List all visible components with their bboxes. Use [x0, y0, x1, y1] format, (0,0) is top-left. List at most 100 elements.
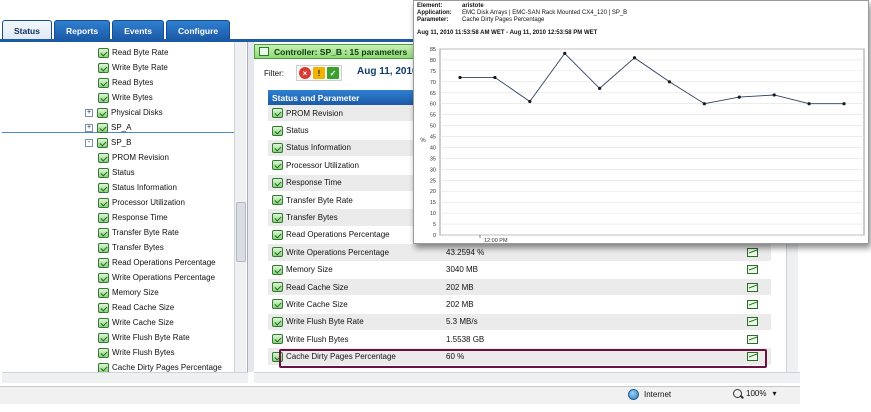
tree-item[interactable]: Read Bytes	[98, 75, 153, 90]
zone-indicator: Internet	[628, 389, 671, 400]
chart-icon[interactable]	[746, 334, 758, 344]
panel-splitter[interactable]	[248, 42, 254, 372]
table-row[interactable]: Read Cache Size 202 MB	[268, 278, 771, 297]
navigation-tree: Read Byte Rate Write Byte Rate Read Bytes W…	[2, 42, 248, 372]
tree-item[interactable]: Status	[98, 165, 135, 180]
graph-cell	[736, 299, 768, 309]
tab-configure[interactable]: Configure	[165, 20, 231, 40]
tree-item-label: PROM Revision	[112, 153, 169, 162]
x-tick-label: 12:00 PM	[484, 238, 508, 244]
tree-item[interactable]: Write Flush Byte Rate	[98, 330, 190, 345]
status-ok-icon	[98, 62, 109, 73]
status-bar: Internet 100% ▾	[0, 386, 800, 404]
scroll-thumb[interactable]	[236, 202, 246, 262]
tab-reports[interactable]: Reports	[53, 20, 111, 40]
y-tick-label: 35	[430, 156, 436, 162]
tree-item[interactable]: - SP_B	[85, 135, 131, 150]
tab-status[interactable]: Status	[2, 20, 52, 40]
ok-filter-icon[interactable]: ✓	[327, 67, 339, 79]
parameter-name: Write Flush Bytes	[286, 334, 349, 344]
expand-icon[interactable]: +	[85, 123, 93, 132]
parameter-name: Status	[286, 126, 309, 136]
element-value: aristote	[462, 3, 484, 9]
table-row[interactable]: Write Operations Percentage 43.2594 %	[268, 244, 771, 262]
parameter-name: Read Operations Percentage	[286, 230, 390, 240]
parameter-name: Memory Size	[286, 265, 333, 275]
parameter-name-cell: Write Cache Size	[268, 299, 446, 310]
tree-item[interactable]: Read Operations Percentage	[98, 255, 216, 270]
parameter-key: Parameter:	[417, 17, 449, 23]
tree-item[interactable]: Transfer Byte Rate	[98, 225, 179, 240]
graph-cell	[736, 334, 768, 344]
chart-icon[interactable]	[746, 317, 758, 327]
y-axis-label: %	[420, 138, 426, 144]
table-row[interactable]: Memory Size 3040 MB	[268, 261, 771, 279]
main-scrollbar-horizontal[interactable]	[254, 372, 800, 383]
tree-item-label: Write Operations Percentage	[112, 273, 216, 282]
status-ok-icon	[272, 195, 283, 206]
tree-item[interactable]: PROM Revision	[98, 150, 169, 165]
chart-icon[interactable]	[746, 247, 758, 257]
tree-item-label: Read Bytes	[112, 78, 154, 87]
parameter-name-cell: Status	[268, 125, 446, 136]
application-key: Application:	[417, 10, 452, 16]
tree-item-label: Status Information	[112, 183, 177, 192]
warning-filter-icon[interactable]: !	[313, 67, 325, 79]
tree-item[interactable]: + Physical Disks	[85, 105, 163, 120]
parameter-name-cell: Read Operations Percentage	[268, 229, 446, 240]
tree-item-label: Response Time	[112, 213, 168, 222]
critical-filter-icon[interactable]: ×	[299, 67, 311, 79]
status-ok-icon	[98, 242, 109, 253]
chart-icon[interactable]	[746, 265, 758, 275]
status-ok-icon	[98, 302, 109, 313]
y-tick-label: 30	[430, 167, 436, 173]
tree-scrollbar-vertical[interactable]	[234, 42, 246, 372]
tree-item[interactable]: Memory Size	[98, 285, 159, 300]
tab-events[interactable]: Events	[112, 20, 164, 40]
tree-item[interactable]: Write Operations Percentage	[98, 270, 215, 285]
table-row[interactable]: Cache Dirty Pages Percentage 60 %	[268, 348, 771, 366]
status-ok-icon	[98, 272, 109, 283]
status-ok-icon	[272, 142, 283, 153]
tree-item[interactable]: + SP_A	[85, 120, 131, 135]
status-ok-icon	[272, 177, 283, 188]
expand-icon[interactable]: +	[85, 108, 93, 117]
collapse-icon[interactable]: -	[85, 138, 93, 147]
tree-item[interactable]: Write Flush Bytes	[98, 345, 175, 360]
tree-item[interactable]: Write Bytes	[98, 90, 153, 105]
controller-title: Controller: SP_B : 15 parameters	[254, 44, 424, 59]
chart-icon[interactable]	[746, 282, 758, 292]
tree-item[interactable]: Status Information	[98, 180, 177, 195]
parameter-name: Write Operations Percentage	[286, 247, 390, 257]
table-row[interactable]: Write Cache Size 202 MB	[268, 296, 771, 314]
parameter-name: Read Cache Size	[286, 282, 349, 292]
tree-scrollbar-horizontal[interactable]	[2, 372, 248, 383]
tree-item-label: SP_A	[111, 123, 132, 132]
tree-item[interactable]: Response Time	[98, 210, 168, 225]
chevron-down-icon[interactable]: ▾	[772, 389, 777, 398]
y-tick-label: 45	[430, 135, 436, 141]
chart-icon[interactable]	[746, 352, 758, 362]
chart-icon[interactable]	[746, 299, 758, 309]
tree-item[interactable]: Read Byte Rate	[98, 45, 168, 60]
data-point	[458, 75, 462, 80]
parameter-name-cell: Read Cache Size	[268, 282, 446, 293]
tab-underline	[0, 39, 800, 42]
parameter-name: Write Cache Size	[286, 299, 348, 309]
tree-item[interactable]: Transfer Bytes	[98, 240, 164, 255]
status-ok-icon	[97, 107, 108, 118]
table-row[interactable]: Write Flush Bytes 1.5538 GB	[268, 331, 771, 349]
parameter-value: 202 MB	[446, 282, 474, 292]
tree-item[interactable]: Write Cache Size	[98, 315, 174, 330]
parameter-name: Status Information	[286, 143, 351, 153]
table-row[interactable]: Write Flush Byte Rate 5.3 MB/s	[268, 313, 771, 332]
tree-item[interactable]: Write Byte Rate	[98, 60, 168, 75]
tree-item[interactable]: Read Cache Size	[98, 300, 174, 315]
tree-item[interactable]: Processor Utilization	[98, 195, 185, 210]
tree-item-label: SP_B	[111, 138, 132, 147]
tree-item[interactable]: Cache Dirty Pages Percentage	[98, 360, 222, 372]
status-ok-icon	[98, 287, 109, 298]
tree-item-label: Processor Utilization	[112, 198, 185, 207]
parameter-value: 60 %	[446, 352, 465, 362]
zoom-control[interactable]: 100% ▾	[733, 389, 776, 398]
